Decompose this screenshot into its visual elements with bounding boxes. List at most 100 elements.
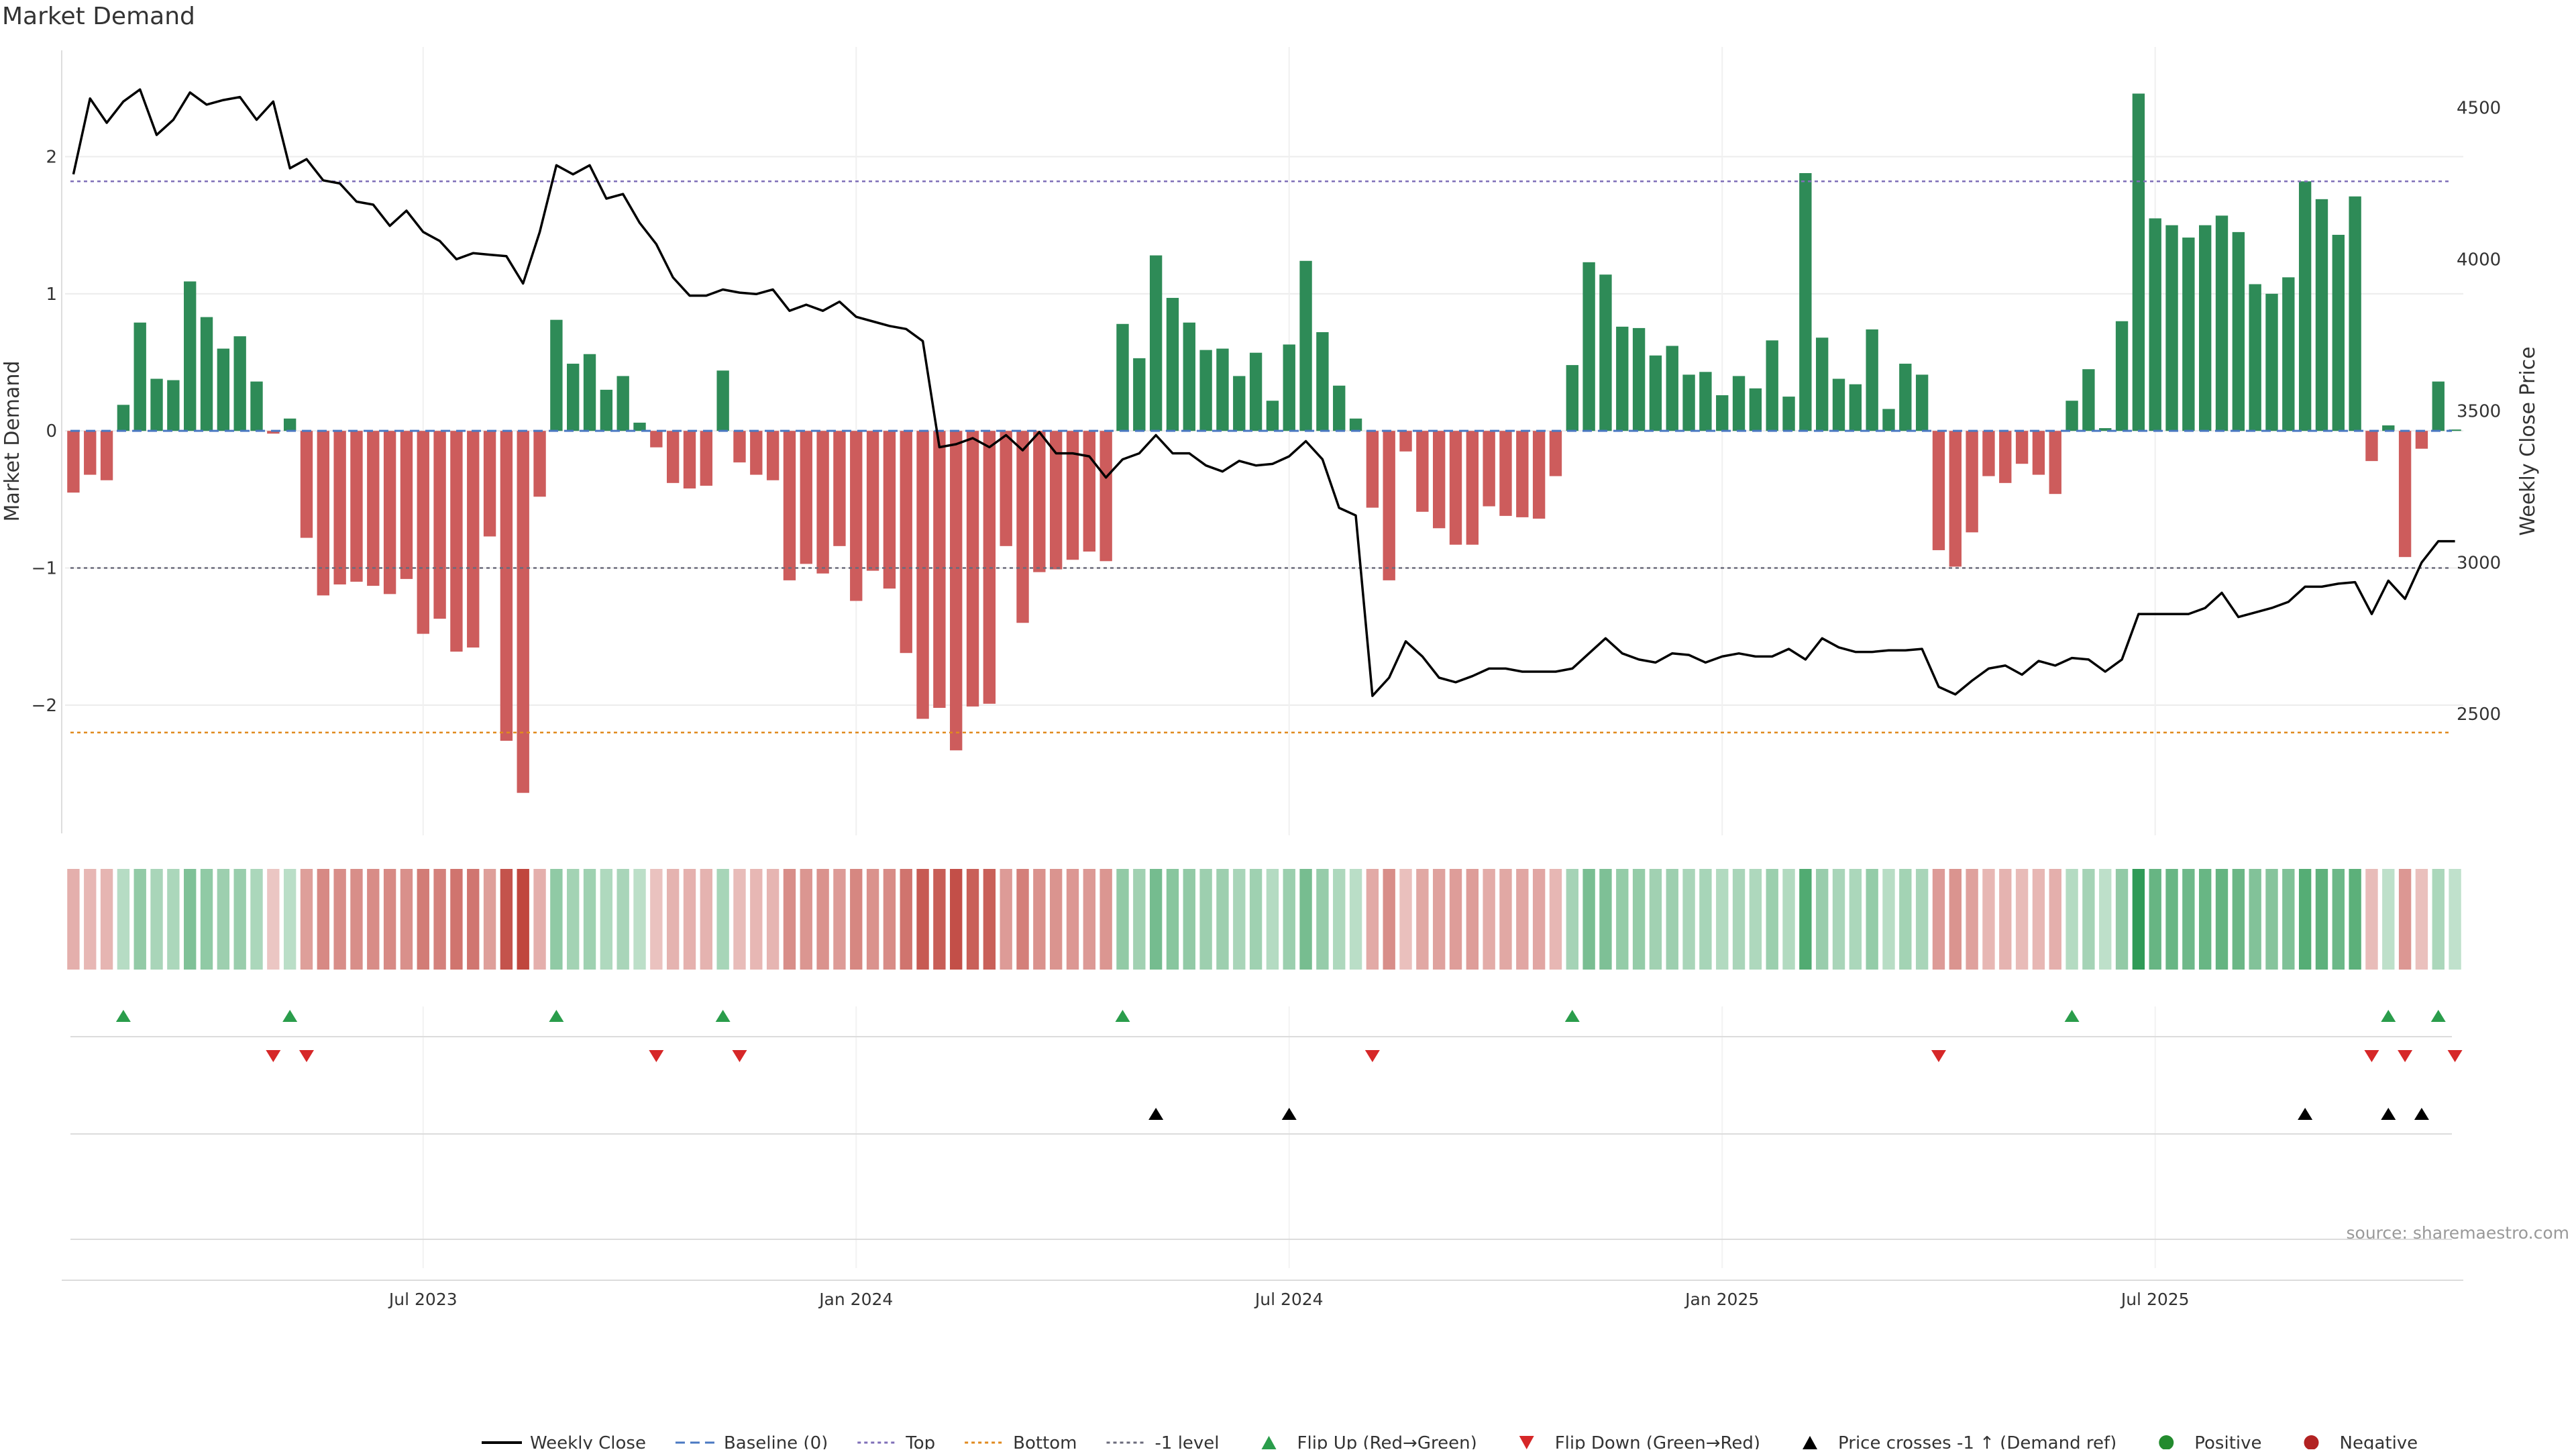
- demand-bar: [2298, 181, 2312, 431]
- x-tick-label: Jan 2024: [818, 1290, 893, 1309]
- heat-strip-cell: [1366, 869, 1379, 970]
- heat-strip-cell: [933, 869, 946, 970]
- flip-down-marker: [2364, 1050, 2379, 1062]
- demand-bar: [184, 281, 197, 431]
- heat-strip-cell: [1749, 869, 1762, 970]
- demand-bar: [1532, 431, 1546, 519]
- demand-bar: [2199, 225, 2212, 431]
- demand-bar: [1183, 322, 1195, 431]
- heat-strip-cell: [1249, 869, 1263, 970]
- demand-bar: [1699, 372, 1712, 431]
- heat-strip-cell: [600, 869, 613, 970]
- demand-bar: [600, 389, 613, 431]
- x-tick-label: Jul 2025: [2120, 1290, 2190, 1309]
- heat-strip-cell: [966, 869, 979, 970]
- demand-bar: [84, 431, 97, 475]
- demand-bar: [1449, 431, 1462, 545]
- demand-bar: [616, 376, 629, 431]
- heat-strip-cell: [383, 869, 396, 970]
- demand-bar: [2349, 196, 2361, 431]
- heat-strip-cell: [900, 869, 912, 970]
- demand-bar: [2415, 431, 2428, 449]
- demand-bar: [916, 431, 929, 719]
- demand-bar: [850, 431, 863, 601]
- heat-strip-cell: [400, 869, 413, 970]
- heat-strip-cell: [1732, 869, 1746, 970]
- demand-bar: [1199, 350, 1212, 431]
- demand-bar: [1582, 262, 1595, 431]
- heat-strip-cell: [2332, 869, 2345, 970]
- legend-label: Flip Up (Red→Green): [1297, 1433, 1477, 1449]
- heat-strip-cell: [1815, 869, 1829, 970]
- heat-strip-cell: [800, 869, 812, 970]
- demand-bar: [500, 431, 513, 741]
- heat-strip-cell: [1649, 869, 1662, 970]
- demand-bar: [650, 431, 663, 448]
- demand-bar: [1799, 173, 1812, 431]
- heat-strip-cell: [2298, 869, 2312, 970]
- heat-strip-cell: [1166, 869, 1179, 970]
- heat-strip-cell: [1549, 869, 1562, 970]
- demand-bar: [2232, 231, 2245, 431]
- heat-strip-cell: [1449, 869, 1462, 970]
- heat-strip-cell: [650, 869, 663, 970]
- demand-bar: [633, 422, 646, 431]
- heat-strip-cell: [250, 869, 263, 970]
- demand-bar: [367, 431, 380, 586]
- demand-bar: [2215, 215, 2229, 431]
- demand-bar: [2032, 431, 2045, 475]
- demand-bar: [1216, 348, 1229, 431]
- heat-strip-cell: [1316, 869, 1329, 970]
- heat-strip-cell: [916, 869, 929, 970]
- heat-strip-cell: [184, 869, 197, 970]
- demand-bar: [1133, 358, 1146, 431]
- demand-bar: [1832, 378, 1845, 431]
- demand-bar: [1166, 297, 1179, 431]
- flip-up-marker: [715, 1010, 731, 1022]
- demand-bar: [433, 431, 446, 619]
- demand-bar: [583, 354, 596, 431]
- heat-strip-cell: [150, 869, 163, 970]
- x-tick-label: Jul 2024: [1254, 1290, 1324, 1309]
- heat-strip-cell: [733, 869, 746, 970]
- demand-bar: [766, 431, 780, 480]
- demand-bar: [950, 431, 963, 751]
- demand-bar: [1383, 431, 1395, 580]
- demand-bar: [966, 431, 979, 707]
- heat-strip-cell: [2099, 869, 2112, 970]
- demand-bar: [900, 431, 912, 654]
- x-tick-label: Jan 2025: [1684, 1290, 1759, 1309]
- legend-label: -1 level: [1155, 1433, 1220, 1449]
- demand-bar: [483, 431, 496, 537]
- heat-strip-cell: [2415, 869, 2428, 970]
- demand-bar: [1549, 431, 1562, 476]
- heat-strip-cell: [1582, 869, 1595, 970]
- heat-strip-cell: [1283, 869, 1295, 970]
- demand-bar: [1882, 409, 1895, 431]
- heat-strip-cell: [2449, 869, 2461, 970]
- heat-strip-cell: [200, 869, 213, 970]
- legend-label: Top: [905, 1433, 935, 1449]
- heat-strip-cell: [2249, 869, 2261, 970]
- demand-bar: [300, 431, 313, 538]
- heat-strip-cell: [1832, 869, 1845, 970]
- heat-strip-cell: [2432, 869, 2445, 970]
- demand-bar: [1299, 260, 1312, 431]
- heat-strip-cell: [1566, 869, 1578, 970]
- demand-bar: [1033, 431, 1046, 572]
- legend-symbol-triangle-up: [1803, 1436, 1818, 1449]
- demand-bar: [1982, 431, 1995, 476]
- demand-bar: [2015, 431, 2029, 464]
- demand-bar: [533, 431, 546, 497]
- y2-tick-label: 2500: [2457, 705, 2501, 725]
- heat-strip-cell: [1766, 869, 1778, 970]
- heat-strip-cell: [1899, 869, 1912, 970]
- demand-bar: [750, 431, 763, 475]
- heat-strip-cell: [816, 869, 829, 970]
- demand-bar: [517, 431, 529, 793]
- flip-down-marker: [1364, 1050, 1380, 1062]
- demand-bar: [1233, 376, 1246, 431]
- demand-bar: [233, 336, 246, 431]
- demand-bar: [1466, 431, 1479, 545]
- heat-strip-cell: [2115, 869, 2129, 970]
